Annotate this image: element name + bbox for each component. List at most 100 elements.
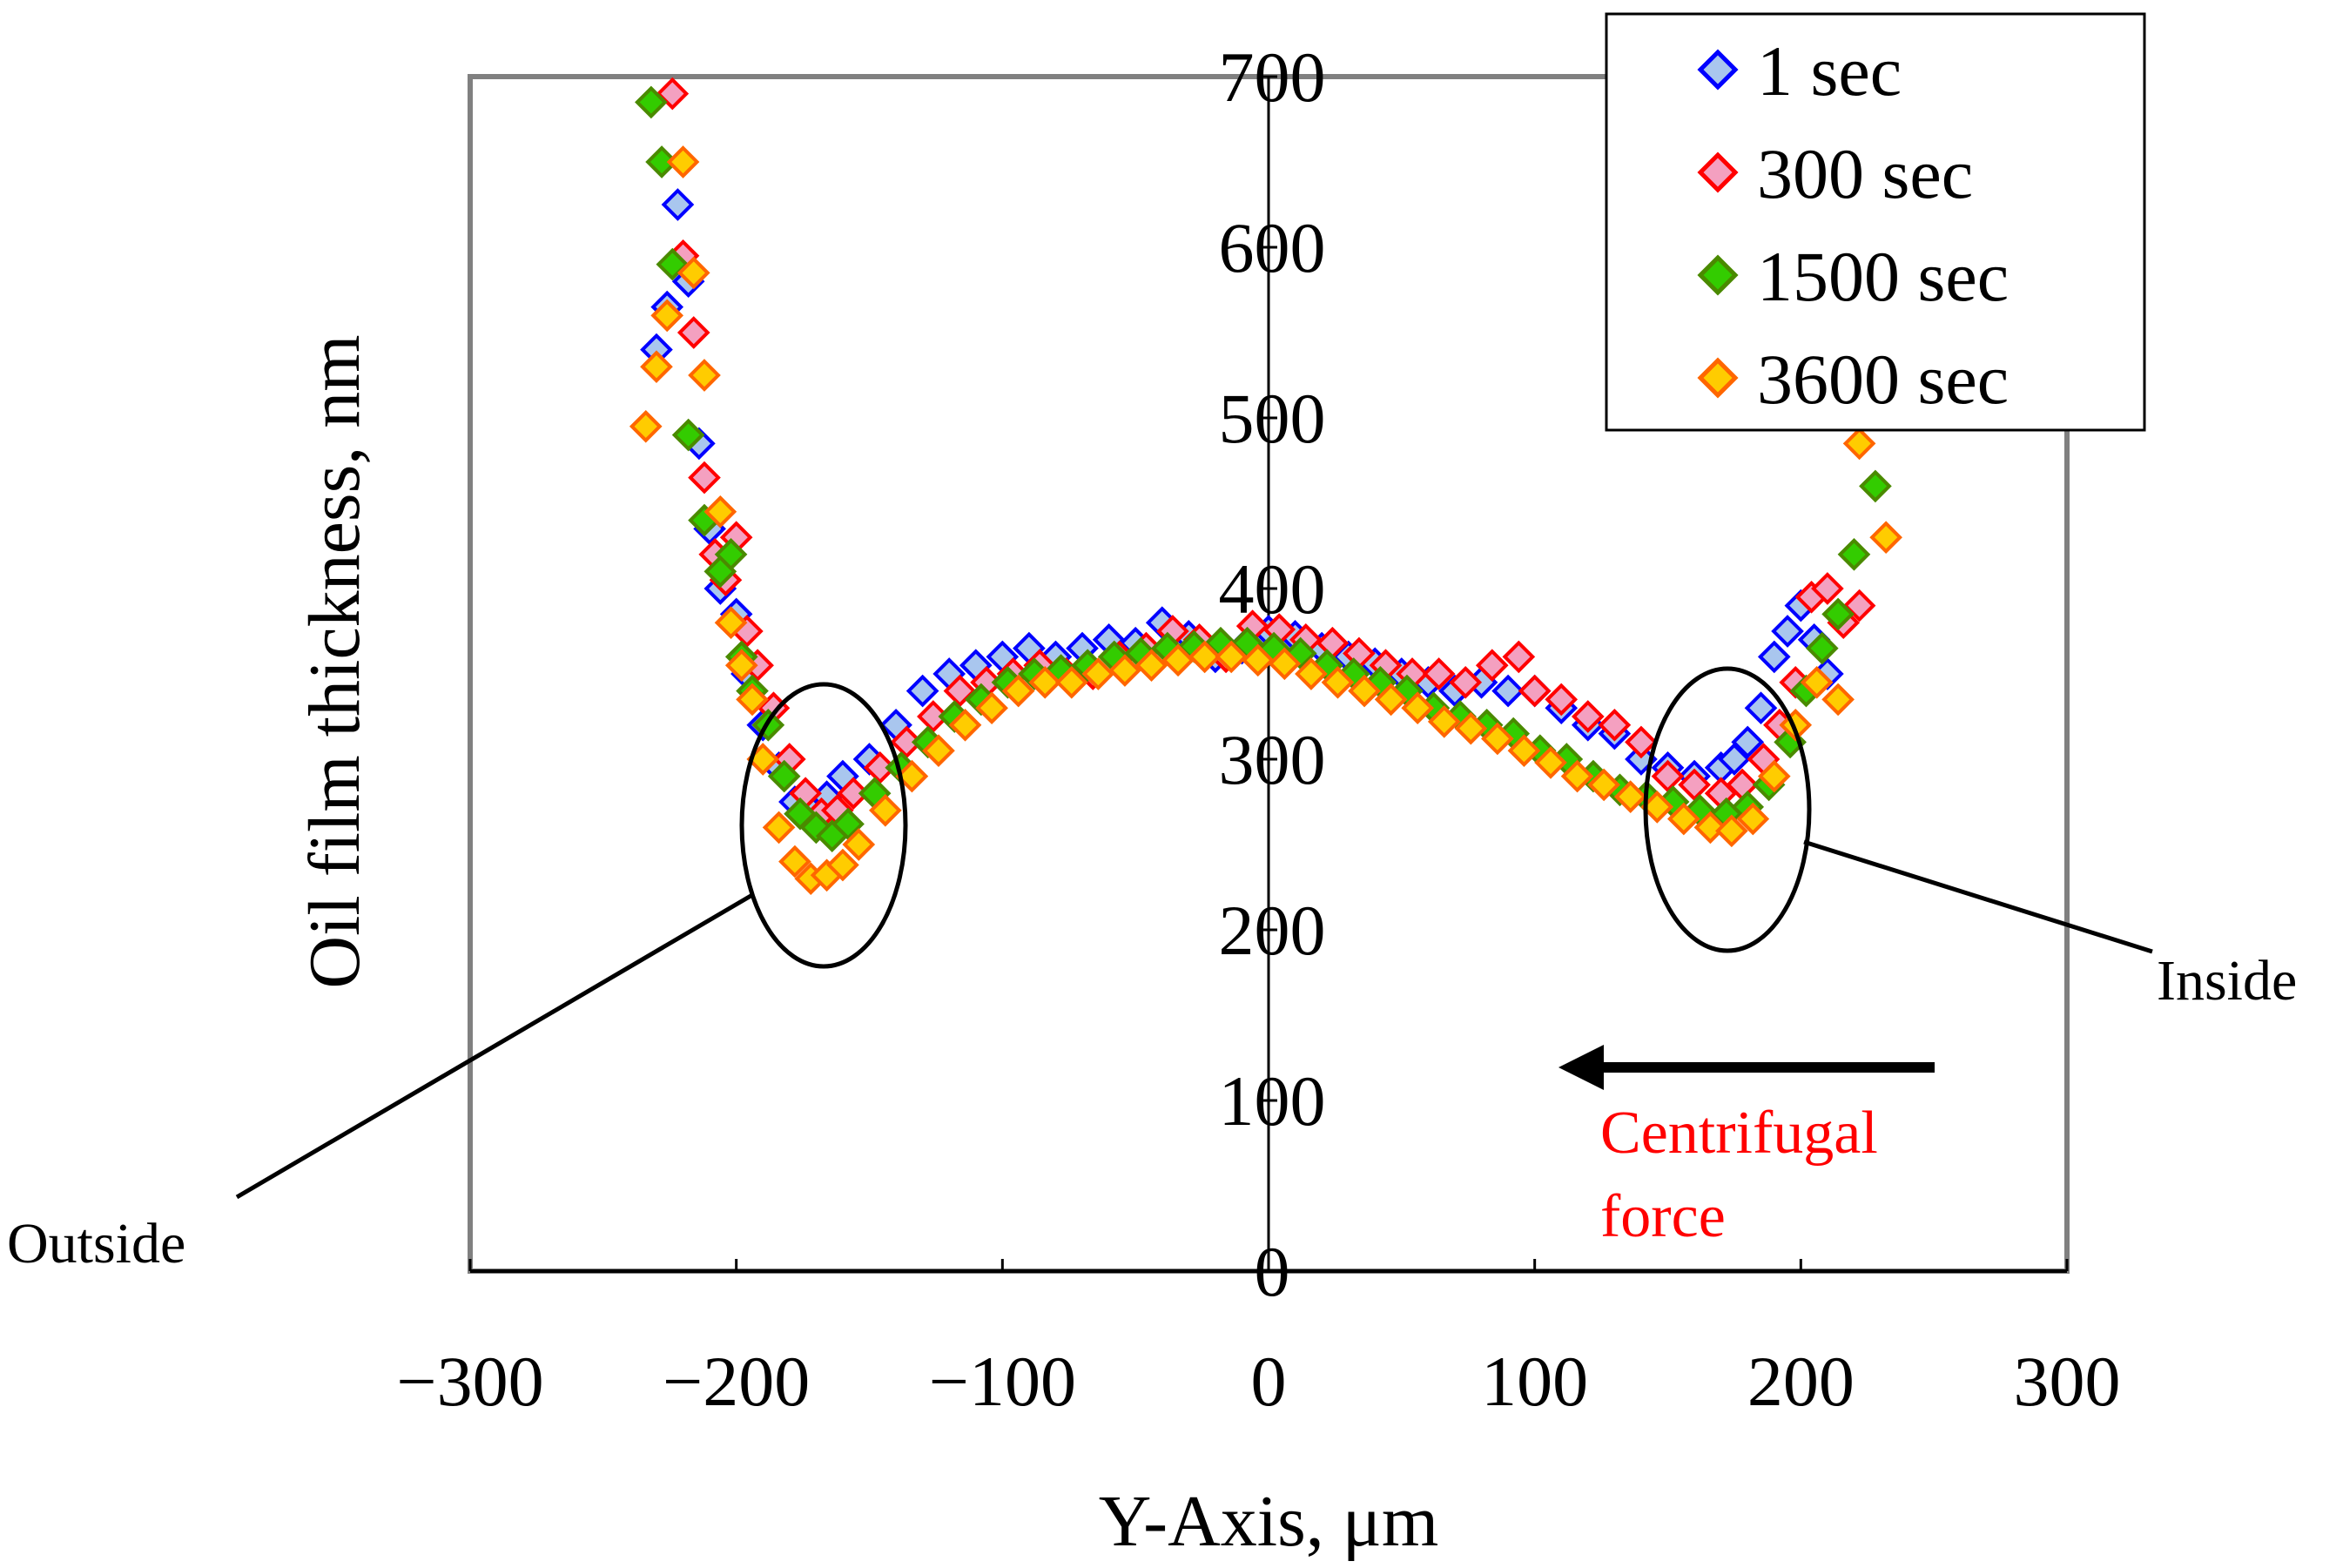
point-3600-sec <box>1507 734 1541 768</box>
point-1500-sec <box>1859 469 1892 503</box>
point-300-sec <box>1811 572 1844 605</box>
point-1-sec <box>1771 615 1804 648</box>
point-3600-sec <box>1134 649 1168 683</box>
point-3600-sec <box>1693 811 1727 845</box>
data-points <box>629 77 1902 896</box>
legend: 1 sec 300 sec 1500 sec 3600 sec <box>1605 12 2146 432</box>
x-tick-label: 0 <box>1251 1342 1287 1421</box>
force-label-line2: force <box>1600 1183 1726 1250</box>
legend-marker-300-sec <box>1697 151 1739 193</box>
point-3600-sec <box>1374 683 1408 717</box>
point-3600-sec <box>1028 665 1062 699</box>
point-3600-sec <box>1241 643 1275 677</box>
point-3600-sec <box>1587 768 1620 802</box>
point-1-sec <box>1491 674 1525 708</box>
point-3600-sec <box>948 708 982 742</box>
x-tick-label: 100 <box>1481 1342 1588 1421</box>
point-3600-sec <box>677 256 710 290</box>
point-1500-sec <box>831 807 865 841</box>
point-300-sec <box>1502 640 1536 674</box>
point-3600-sec <box>1081 657 1115 690</box>
point-1500-sec <box>635 85 668 119</box>
point-3600-sec <box>1108 654 1141 687</box>
point-3600-sec <box>869 793 902 827</box>
legend-label-3600-sec: 3600 sec <box>1757 340 2009 419</box>
point-300-sec <box>1475 649 1509 683</box>
point-3600-sec <box>1869 521 1902 555</box>
point-3600-sec <box>688 359 721 392</box>
point-1-sec <box>1744 691 1778 725</box>
point-3600-sec <box>1560 759 1594 793</box>
point-3600-sec <box>826 848 859 882</box>
point-3600-sec <box>714 606 748 640</box>
point-3600-sec <box>1188 640 1222 674</box>
x-tick-label: 300 <box>2014 1342 2121 1421</box>
legend-label-1500-sec: 1500 sec <box>1757 237 2009 316</box>
point-3600-sec <box>922 734 955 768</box>
point-1500-sec <box>671 418 705 452</box>
point-1500-sec <box>1821 597 1855 631</box>
point-3600-sec <box>1613 780 1647 813</box>
point-300-sec <box>917 700 950 733</box>
point-300-sec <box>1422 657 1456 690</box>
point-300-sec <box>1518 674 1552 708</box>
point-300-sec <box>1449 665 1483 699</box>
force-arrow-head <box>1558 1045 1604 1090</box>
point-3600-sec <box>1800 665 1834 699</box>
point-3600-sec <box>1821 683 1855 717</box>
point-300-sec <box>1625 725 1658 759</box>
legend-marker-3600-sec <box>1697 357 1739 399</box>
inside-callout-line <box>1803 839 2153 954</box>
y-tick-label: 600 <box>1219 208 1326 287</box>
point-3600-sec <box>895 759 929 793</box>
outside-callout-line <box>235 892 754 1200</box>
point-3600-sec <box>1757 759 1791 793</box>
point-1500-sec <box>767 759 801 793</box>
y-tick-label: 100 <box>1219 1061 1326 1141</box>
y-tick-label: 300 <box>1219 720 1326 799</box>
point-3600-sec <box>1295 657 1328 690</box>
point-3600-sec <box>762 811 796 845</box>
point-300-sec <box>1651 759 1685 793</box>
point-3600-sec <box>629 409 663 443</box>
x-tick-label: −100 <box>929 1342 1076 1421</box>
point-3600-sec <box>666 145 700 178</box>
point-3600-sec <box>1321 665 1355 699</box>
x-tick-label: −200 <box>663 1342 810 1421</box>
point-3600-sec <box>1348 674 1381 708</box>
point-1500-sec <box>1837 537 1871 571</box>
point-1500-sec <box>645 145 678 178</box>
force-label-line1: Centrifugal <box>1600 1100 1878 1167</box>
outside-highlight-ellipse <box>739 682 908 969</box>
point-1-sec <box>661 188 695 221</box>
point-3600-sec <box>1268 647 1302 681</box>
point-300-sec <box>890 725 924 759</box>
point-3600-sec <box>1842 427 1876 461</box>
point-3600-sec <box>1001 674 1035 708</box>
legend-box <box>1605 12 2146 432</box>
point-3600-sec <box>1454 711 1488 745</box>
point-3600-sec <box>1054 665 1088 699</box>
point-3600-sec <box>1715 814 1748 848</box>
point-300-sec <box>688 461 721 495</box>
y-tick-label: 200 <box>1219 891 1326 970</box>
point-3600-sec <box>1736 802 1770 836</box>
point-300-sec <box>1545 683 1579 717</box>
point-3600-sec <box>778 845 811 878</box>
y-tick-label: 0 <box>1255 1232 1290 1311</box>
point-1-sec <box>1718 743 1751 776</box>
x-axis-title: Y-Axis, μm <box>1099 1481 1438 1562</box>
point-3600-sec <box>1161 643 1195 677</box>
point-3600-sec <box>703 495 737 528</box>
point-1-sec <box>1757 640 1791 674</box>
point-3600-sec <box>1215 640 1249 674</box>
point-300-sec <box>837 777 870 811</box>
point-3600-sec <box>1534 746 1567 779</box>
point-1-sec <box>905 674 939 708</box>
y-tick-label: 700 <box>1219 37 1326 117</box>
legend-marker-1500-sec <box>1697 254 1739 296</box>
point-300-sec <box>677 316 710 349</box>
point-300-sec <box>863 750 897 784</box>
y-axis-title: Oil film thickness, nm <box>294 334 375 988</box>
legend-label-1-sec: 1 sec <box>1757 31 1902 111</box>
